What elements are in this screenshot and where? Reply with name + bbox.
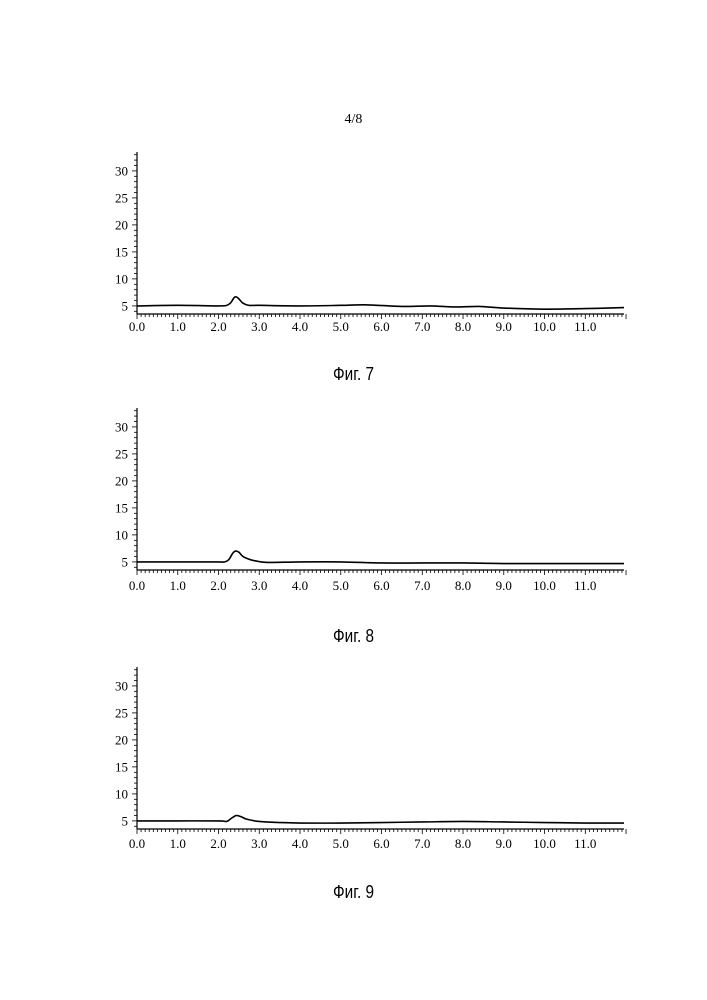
y-tick-label: 25 xyxy=(115,446,128,461)
x-tick-label: 9.0 xyxy=(496,578,512,593)
series-line xyxy=(137,297,624,309)
x-tick-label: 5.0 xyxy=(333,578,349,593)
x-tick-label: 9.0 xyxy=(496,836,512,851)
caption-fig-7: Фиг. 7 xyxy=(53,364,654,385)
y-tick-label: 20 xyxy=(115,217,128,232)
x-tick-label: 7.0 xyxy=(414,836,430,851)
x-tick-label: 4.0 xyxy=(292,578,308,593)
x-tick-label: 10.0 xyxy=(533,836,556,851)
x-tick-label: 10.0 xyxy=(533,319,556,334)
x-tick-label: 6.0 xyxy=(373,578,389,593)
y-tick-label: 25 xyxy=(115,190,128,205)
y-tick-label: 10 xyxy=(115,271,128,286)
x-tick-label: 4.0 xyxy=(292,319,308,334)
caption-fig-9: Фиг. 9 xyxy=(53,882,654,903)
x-tick-label: 11.0 xyxy=(574,319,596,334)
y-tick-label: 5 xyxy=(122,813,129,828)
x-tick-label: 5.0 xyxy=(333,836,349,851)
x-tick-label: 2.0 xyxy=(210,319,226,334)
x-tick-label: 4.0 xyxy=(292,836,308,851)
x-tick-label: 2.0 xyxy=(210,578,226,593)
x-tick-label: 1.0 xyxy=(170,319,186,334)
x-tick-label: 5.0 xyxy=(333,319,349,334)
y-tick-label: 30 xyxy=(115,163,128,178)
x-tick-label: 8.0 xyxy=(455,836,471,851)
y-tick-label: 20 xyxy=(115,473,128,488)
x-tick-label: 10.0 xyxy=(533,578,556,593)
caption-fig-8: Фиг. 8 xyxy=(53,626,654,647)
y-tick-label: 10 xyxy=(115,527,128,542)
x-tick-label: 0.0 xyxy=(129,319,145,334)
y-tick-label: 20 xyxy=(115,732,128,747)
x-tick-label: 1.0 xyxy=(170,836,186,851)
y-tick-label: 15 xyxy=(115,500,128,515)
x-tick-label: 11.0 xyxy=(574,578,596,593)
y-tick-label: 10 xyxy=(115,786,128,801)
x-tick-label: 6.0 xyxy=(373,319,389,334)
x-tick-label: 11.0 xyxy=(574,836,596,851)
x-tick-label: 7.0 xyxy=(414,578,430,593)
x-tick-label: 8.0 xyxy=(455,319,471,334)
series-line xyxy=(137,815,624,823)
x-tick-label: 3.0 xyxy=(251,836,267,851)
x-tick-label: 3.0 xyxy=(251,578,267,593)
series-line xyxy=(137,551,624,564)
y-tick-label: 5 xyxy=(122,298,129,313)
x-tick-label: 0.0 xyxy=(129,578,145,593)
y-tick-label: 15 xyxy=(115,244,128,259)
y-tick-label: 5 xyxy=(122,554,129,569)
x-tick-label: 2.0 xyxy=(210,836,226,851)
y-tick-label: 15 xyxy=(115,759,128,774)
x-tick-label: 3.0 xyxy=(251,319,267,334)
x-tick-label: 8.0 xyxy=(455,578,471,593)
x-tick-label: 6.0 xyxy=(373,836,389,851)
y-tick-label: 25 xyxy=(115,705,128,720)
page-number: 4/8 xyxy=(0,112,707,128)
y-tick-label: 30 xyxy=(115,419,128,434)
y-tick-label: 30 xyxy=(115,678,128,693)
x-tick-label: 0.0 xyxy=(129,836,145,851)
x-tick-label: 1.0 xyxy=(170,578,186,593)
x-tick-label: 7.0 xyxy=(414,319,430,334)
x-tick-label: 9.0 xyxy=(496,319,512,334)
